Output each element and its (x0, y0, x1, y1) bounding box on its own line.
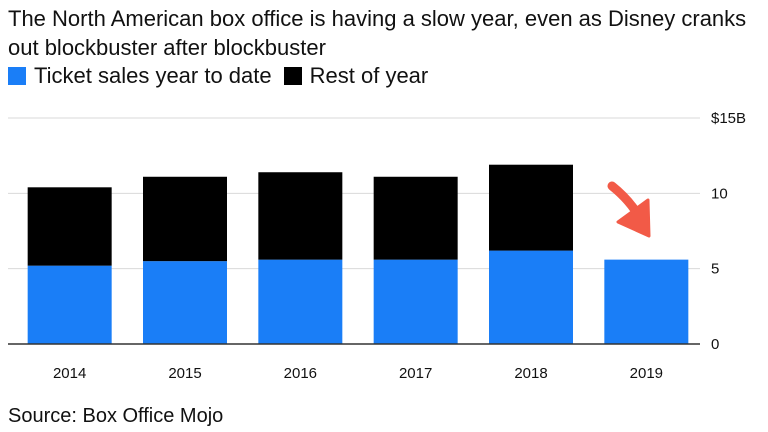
source-note: Source: Box Office Mojo (8, 405, 224, 427)
bar-ytd (27, 265, 112, 344)
bar-ytd (143, 261, 227, 344)
legend-item-ytd: Ticket sales year to date (8, 62, 272, 90)
bar-ytd (258, 259, 343, 344)
x-tick-label: 2014 (53, 365, 86, 382)
annotation-arrow-icon (607, 181, 651, 238)
legend-swatch-rest (283, 67, 302, 85)
x-tick-label: 2018 (514, 365, 547, 382)
y-tick-label: 5 (711, 261, 719, 278)
legend-swatch-ytd (8, 67, 26, 85)
legend-label-rest: Rest of year (309, 63, 429, 88)
x-tick-label: 2017 (399, 365, 432, 382)
bar-rest (27, 187, 112, 266)
bar-rest (489, 164, 573, 251)
bar-rest (143, 176, 227, 262)
bar-ytd (373, 259, 458, 344)
chart-title: The North American box office is having … (8, 6, 747, 60)
bar-rest (373, 176, 458, 260)
bar-ytd (489, 250, 573, 344)
y-tick-label: 10 (711, 185, 728, 202)
x-tick-label: 2019 (630, 365, 663, 382)
bar-rest (258, 172, 343, 260)
bar-ytd (604, 259, 689, 344)
legend-item-rest: Rest of year (283, 62, 429, 90)
x-tick-label: 2016 (284, 365, 317, 382)
legend-label-ytd: Ticket sales year to date (34, 63, 272, 88)
x-tick-label: 2015 (168, 365, 201, 382)
legend: Ticket sales year to date Rest of year (8, 62, 440, 90)
y-tick-label: 0 (711, 336, 719, 353)
y-tick-label: $15B (711, 110, 746, 127)
